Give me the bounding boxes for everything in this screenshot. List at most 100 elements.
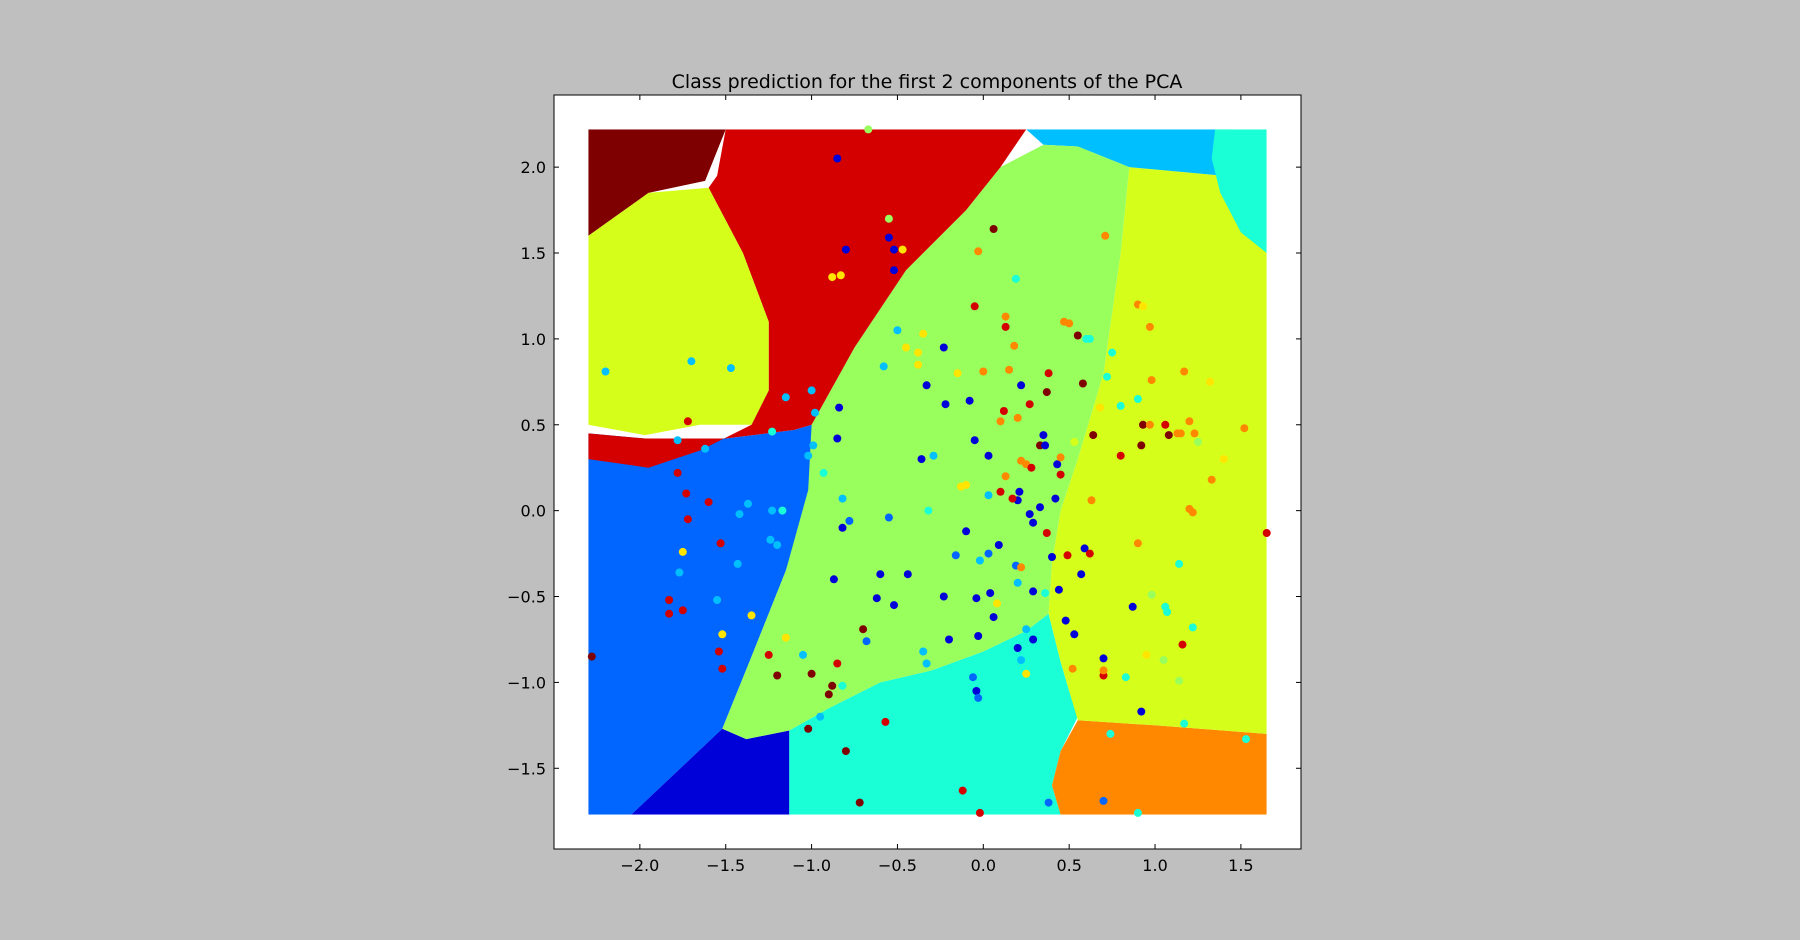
data-point xyxy=(890,601,898,610)
data-point xyxy=(1013,413,1022,422)
data-point xyxy=(683,417,692,426)
data-point xyxy=(1096,403,1105,412)
data-point xyxy=(804,724,813,733)
data-point xyxy=(996,417,1005,426)
data-point xyxy=(665,609,674,618)
data-point xyxy=(1001,322,1010,331)
data-point xyxy=(1206,377,1214,386)
data-point xyxy=(838,523,847,532)
data-point xyxy=(864,125,873,134)
data-point xyxy=(1025,510,1034,519)
data-point xyxy=(859,625,868,634)
data-point xyxy=(862,637,871,646)
data-point xyxy=(929,451,938,460)
data-point xyxy=(1010,341,1019,350)
data-point xyxy=(1054,585,1063,594)
data-point xyxy=(1051,494,1060,503)
data-point xyxy=(1106,729,1115,738)
data-point xyxy=(819,468,828,477)
data-point xyxy=(924,506,933,515)
data-point xyxy=(1044,798,1053,807)
data-point xyxy=(1121,673,1130,682)
data-point xyxy=(601,367,610,376)
data-point xyxy=(922,659,931,668)
data-point xyxy=(1011,274,1020,283)
data-point xyxy=(1017,656,1026,665)
data-point xyxy=(989,613,998,622)
data-point xyxy=(766,535,775,544)
data-point xyxy=(975,808,984,817)
data-point xyxy=(1065,319,1074,328)
data-point xyxy=(824,690,833,699)
data-point xyxy=(979,367,988,376)
data-point xyxy=(972,687,981,695)
decision-region-7 xyxy=(722,144,1130,740)
data-point xyxy=(919,329,928,338)
data-point xyxy=(1133,395,1142,403)
data-point xyxy=(1147,376,1156,385)
data-point xyxy=(1044,369,1053,378)
data-point xyxy=(587,652,596,661)
data-point xyxy=(1163,608,1172,616)
decision-region-2 xyxy=(789,613,1078,815)
data-point xyxy=(804,451,813,460)
data-point xyxy=(838,494,847,503)
data-point xyxy=(833,434,842,443)
data-point xyxy=(984,491,993,500)
data-point xyxy=(876,570,885,579)
data-point xyxy=(1116,451,1125,460)
data-point xyxy=(939,592,948,601)
x-tick-label: 0.0 xyxy=(971,856,996,875)
data-point xyxy=(1082,334,1091,343)
data-point xyxy=(807,669,816,678)
data-point xyxy=(773,541,782,549)
data-point xyxy=(1029,635,1038,644)
data-point xyxy=(1133,539,1142,548)
data-point xyxy=(984,549,993,558)
data-point xyxy=(1164,431,1173,440)
data-point xyxy=(975,556,984,565)
data-point xyxy=(941,400,950,409)
data-point xyxy=(1005,365,1014,374)
data-point xyxy=(893,326,902,335)
data-point xyxy=(974,693,983,702)
data-point xyxy=(1008,494,1017,503)
data-point xyxy=(1005,608,1014,616)
x-axis-ticks: −2.0 −1.5 −1.0 −0.5 0.0 0.5 1.0 1.5 xyxy=(620,95,1254,875)
data-point xyxy=(1099,796,1108,805)
data-point xyxy=(953,369,962,378)
data-point xyxy=(1175,676,1184,685)
decision-region-3 xyxy=(1052,720,1267,815)
data-point xyxy=(781,633,790,642)
y-tick-label: −0.5 xyxy=(507,588,546,607)
data-point xyxy=(675,568,684,577)
data-point xyxy=(1240,424,1249,433)
decision-region-9 xyxy=(588,187,769,436)
data-point xyxy=(970,541,979,549)
y-tick-label: 1.5 xyxy=(521,244,546,263)
chart-title: Class prediction for the first 2 compone… xyxy=(672,71,1183,93)
data-point xyxy=(962,480,971,489)
data-point xyxy=(1180,367,1189,376)
data-point xyxy=(835,403,844,412)
data-point xyxy=(1048,553,1056,561)
y-tick-label: −1.0 xyxy=(507,673,546,692)
data-point xyxy=(841,245,850,254)
data-point xyxy=(1017,563,1026,572)
data-point xyxy=(829,575,838,584)
data-point xyxy=(970,436,979,445)
data-point xyxy=(1103,372,1111,381)
data-point xyxy=(799,650,807,659)
data-point xyxy=(986,589,995,598)
data-point xyxy=(1036,503,1044,512)
data-point xyxy=(678,547,687,556)
data-point xyxy=(1159,656,1168,665)
data-point xyxy=(984,451,993,460)
data-point xyxy=(922,381,931,390)
data-point xyxy=(974,247,983,256)
data-point xyxy=(974,632,983,640)
data-point xyxy=(1041,441,1050,450)
data-point xyxy=(1139,302,1147,311)
data-point xyxy=(747,611,756,620)
data-point xyxy=(884,513,893,522)
